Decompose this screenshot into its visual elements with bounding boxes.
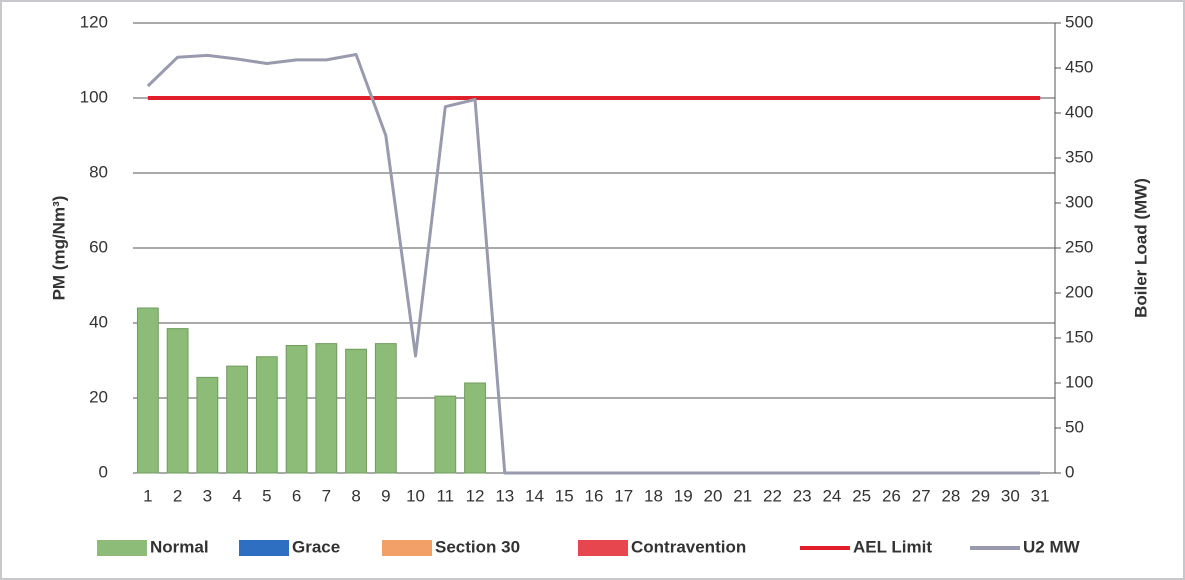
y2-tick-label: 250 bbox=[1065, 237, 1093, 256]
x-tick-label: 14 bbox=[525, 486, 544, 505]
x-tick-label: 26 bbox=[882, 486, 901, 505]
legend-label: Normal bbox=[150, 537, 209, 556]
y2-tick-label: 50 bbox=[1065, 417, 1084, 436]
x-tick-label: 23 bbox=[793, 486, 812, 505]
x-tick-label: 28 bbox=[941, 486, 960, 505]
legend-label: Contravention bbox=[631, 537, 746, 556]
y2-axis-label: Boiler Load (MW) bbox=[1131, 178, 1150, 318]
x-tick-label: 25 bbox=[852, 486, 871, 505]
bar bbox=[255, 356, 278, 474]
bar bbox=[196, 376, 219, 474]
bar bbox=[374, 343, 397, 474]
y-tick-label: 120 bbox=[80, 12, 108, 31]
x-tick-label: 27 bbox=[912, 486, 931, 505]
bar bbox=[434, 395, 457, 474]
legend-label: AEL Limit bbox=[853, 537, 932, 556]
x-tick-label: 3 bbox=[203, 486, 212, 505]
x-tick-label: 30 bbox=[1001, 486, 1020, 505]
y-tick-label: 20 bbox=[89, 387, 108, 406]
line bbox=[146, 53, 1041, 475]
x-tick-label: 8 bbox=[351, 486, 360, 505]
bar bbox=[285, 345, 308, 474]
y-tick-label: 100 bbox=[80, 87, 108, 106]
x-tick-label: 29 bbox=[971, 486, 990, 505]
x-tick-label: 2 bbox=[173, 486, 182, 505]
y2-tick-label: 350 bbox=[1065, 147, 1093, 166]
y-tick-label: 0 bbox=[99, 462, 108, 481]
y-tick-label: 80 bbox=[89, 162, 108, 181]
x-tick-label: 5 bbox=[262, 486, 271, 505]
bar bbox=[464, 382, 486, 474]
legend-swatch bbox=[382, 540, 432, 556]
x-tick-label: 17 bbox=[614, 486, 633, 505]
legend-swatch bbox=[97, 540, 147, 556]
legend-label: U2 MW bbox=[1023, 537, 1081, 556]
x-tick-label: 21 bbox=[733, 486, 752, 505]
x-tick-label: 11 bbox=[436, 486, 454, 505]
y2-tick-label: 400 bbox=[1065, 102, 1093, 121]
x-tick-label: 22 bbox=[763, 486, 782, 505]
legend-label: Grace bbox=[292, 537, 340, 556]
bar bbox=[315, 343, 338, 474]
x-tick-label: 6 bbox=[292, 486, 301, 505]
legend-swatch bbox=[239, 540, 289, 556]
x-tick-label: 9 bbox=[381, 486, 390, 505]
bar bbox=[226, 365, 249, 474]
x-tick-label: 31 bbox=[1031, 486, 1050, 505]
x-tick-label: 13 bbox=[495, 486, 514, 505]
y2-tick-label: 200 bbox=[1065, 282, 1093, 301]
y-tick-label: 40 bbox=[89, 312, 108, 331]
y2-tick-label: 500 bbox=[1065, 12, 1093, 31]
x-tick-label: 20 bbox=[704, 486, 723, 505]
y2-tick-label: 450 bbox=[1065, 57, 1093, 76]
bar bbox=[345, 348, 367, 474]
bar bbox=[136, 307, 159, 474]
y2-tick-label: 0 bbox=[1065, 462, 1074, 481]
x-tick-label: 15 bbox=[555, 486, 574, 505]
legend-label: Section 30 bbox=[435, 537, 520, 556]
x-tick-label: 24 bbox=[822, 486, 841, 505]
x-tick-label: 10 bbox=[406, 486, 425, 505]
x-tick-label: 1 bbox=[143, 486, 152, 505]
y-axis-label: PM (mg/Nm³) bbox=[49, 196, 68, 301]
bar bbox=[166, 328, 189, 474]
x-tick-label: 12 bbox=[466, 486, 485, 505]
x-tick-label: 7 bbox=[322, 486, 331, 505]
x-tick-label: 18 bbox=[644, 486, 663, 505]
y-tick-label: 60 bbox=[89, 237, 108, 256]
legend-swatch bbox=[578, 540, 628, 556]
x-tick-label: 19 bbox=[674, 486, 693, 505]
y2-tick-label: 100 bbox=[1065, 372, 1093, 391]
y2-tick-label: 300 bbox=[1065, 192, 1093, 211]
x-tick-label: 16 bbox=[585, 486, 604, 505]
x-tick-label: 4 bbox=[232, 486, 241, 505]
y2-tick-label: 150 bbox=[1065, 327, 1093, 346]
